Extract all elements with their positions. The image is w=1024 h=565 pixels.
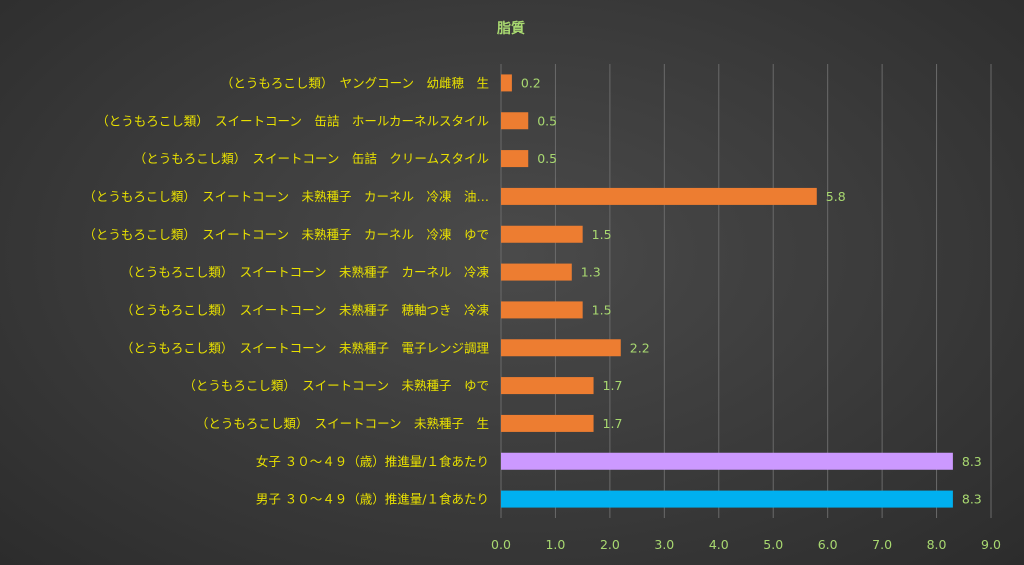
x-tick-label: 7.0 bbox=[872, 537, 892, 552]
value-label: 2.2 bbox=[630, 340, 650, 355]
bar bbox=[501, 187, 817, 205]
value-label: 0.2 bbox=[521, 75, 541, 90]
category-label: （とうもろこし類） スイートコーン 未熟種子 ゆで bbox=[183, 378, 489, 393]
bars-group bbox=[501, 74, 953, 508]
category-label: （とうもろこし類） スイートコーン 未熟種子 生 bbox=[196, 416, 489, 431]
x-tick-label: 3.0 bbox=[654, 537, 674, 552]
bar bbox=[501, 150, 529, 168]
bar bbox=[501, 339, 621, 357]
value-label: 1.3 bbox=[581, 265, 601, 280]
value-label: 1.5 bbox=[592, 227, 612, 242]
value-label: 1.7 bbox=[603, 416, 623, 431]
category-label: （とうもろこし類） スイートコーン 缶詰 クリームスタイル bbox=[134, 151, 489, 166]
x-tick-label: 2.0 bbox=[600, 537, 620, 552]
bar bbox=[501, 414, 594, 432]
bar bbox=[501, 301, 583, 319]
value-label: 1.5 bbox=[592, 302, 612, 317]
value-labels: 0.2 0.5 0.5 5.8 1.5 1.3 1.5 2.2 1.7 1.7 8.3 8.3 bbox=[521, 75, 982, 506]
category-label: （とうもろこし類） ヤングコーン 幼雌穂 生 bbox=[221, 75, 489, 90]
category-label: （とうもろこし類） スイートコーン 未熟種子 カーネル 冷凍 油… bbox=[83, 189, 489, 204]
value-label: 8.3 bbox=[962, 492, 982, 507]
value-label: 0.5 bbox=[537, 113, 557, 128]
bar bbox=[501, 225, 583, 243]
bar bbox=[501, 377, 594, 395]
bar bbox=[501, 490, 953, 508]
value-label: 8.3 bbox=[962, 454, 982, 469]
x-tick-label: 9.0 bbox=[981, 537, 1001, 552]
bar bbox=[501, 452, 953, 470]
bar bbox=[501, 74, 512, 92]
category-label: 男子 ３０～４９（歳）推進量/１食あたり bbox=[256, 492, 489, 507]
x-tick-label: 4.0 bbox=[709, 537, 729, 552]
x-axis-ticks: 0.0 1.0 2.0 3.0 4.0 5.0 6.0 7.0 8.0 9.0 bbox=[491, 537, 1001, 552]
category-labels: （とうもろこし類） ヤングコーン 幼雌穂 生 （とうもろこし類） スイートコーン … bbox=[83, 75, 489, 506]
chart-title: 脂質 bbox=[496, 20, 525, 37]
value-label: 5.8 bbox=[826, 189, 846, 204]
value-label: 1.7 bbox=[603, 378, 623, 393]
x-tick-label: 1.0 bbox=[545, 537, 565, 552]
category-label: （とうもろこし類） スイートコーン 未熟種子 穂軸つき 冷凍 bbox=[121, 302, 490, 317]
x-tick-label: 0.0 bbox=[491, 537, 511, 552]
category-label: （とうもろこし類） スイートコーン 未熟種子 カーネル 冷凍 ゆで bbox=[83, 227, 489, 242]
x-tick-label: 6.0 bbox=[818, 537, 838, 552]
category-label: （とうもろこし類） スイートコーン 未熟種子 電子レンジ調理 bbox=[121, 340, 490, 355]
category-label: （とうもろこし類） スイートコーン 缶詰 ホールカーネルスタイル bbox=[96, 113, 489, 128]
x-tick-label: 5.0 bbox=[763, 537, 783, 552]
category-label: 女子 ３０～４９（歳）推進量/１食あたり bbox=[256, 454, 489, 469]
value-label: 0.5 bbox=[537, 151, 557, 166]
bar bbox=[501, 263, 572, 281]
bar bbox=[501, 112, 529, 130]
gridlines bbox=[500, 64, 992, 518]
category-label: （とうもろこし類） スイートコーン 未熟種子 カーネル 冷凍 bbox=[121, 265, 490, 280]
x-tick-label: 8.0 bbox=[927, 537, 947, 552]
